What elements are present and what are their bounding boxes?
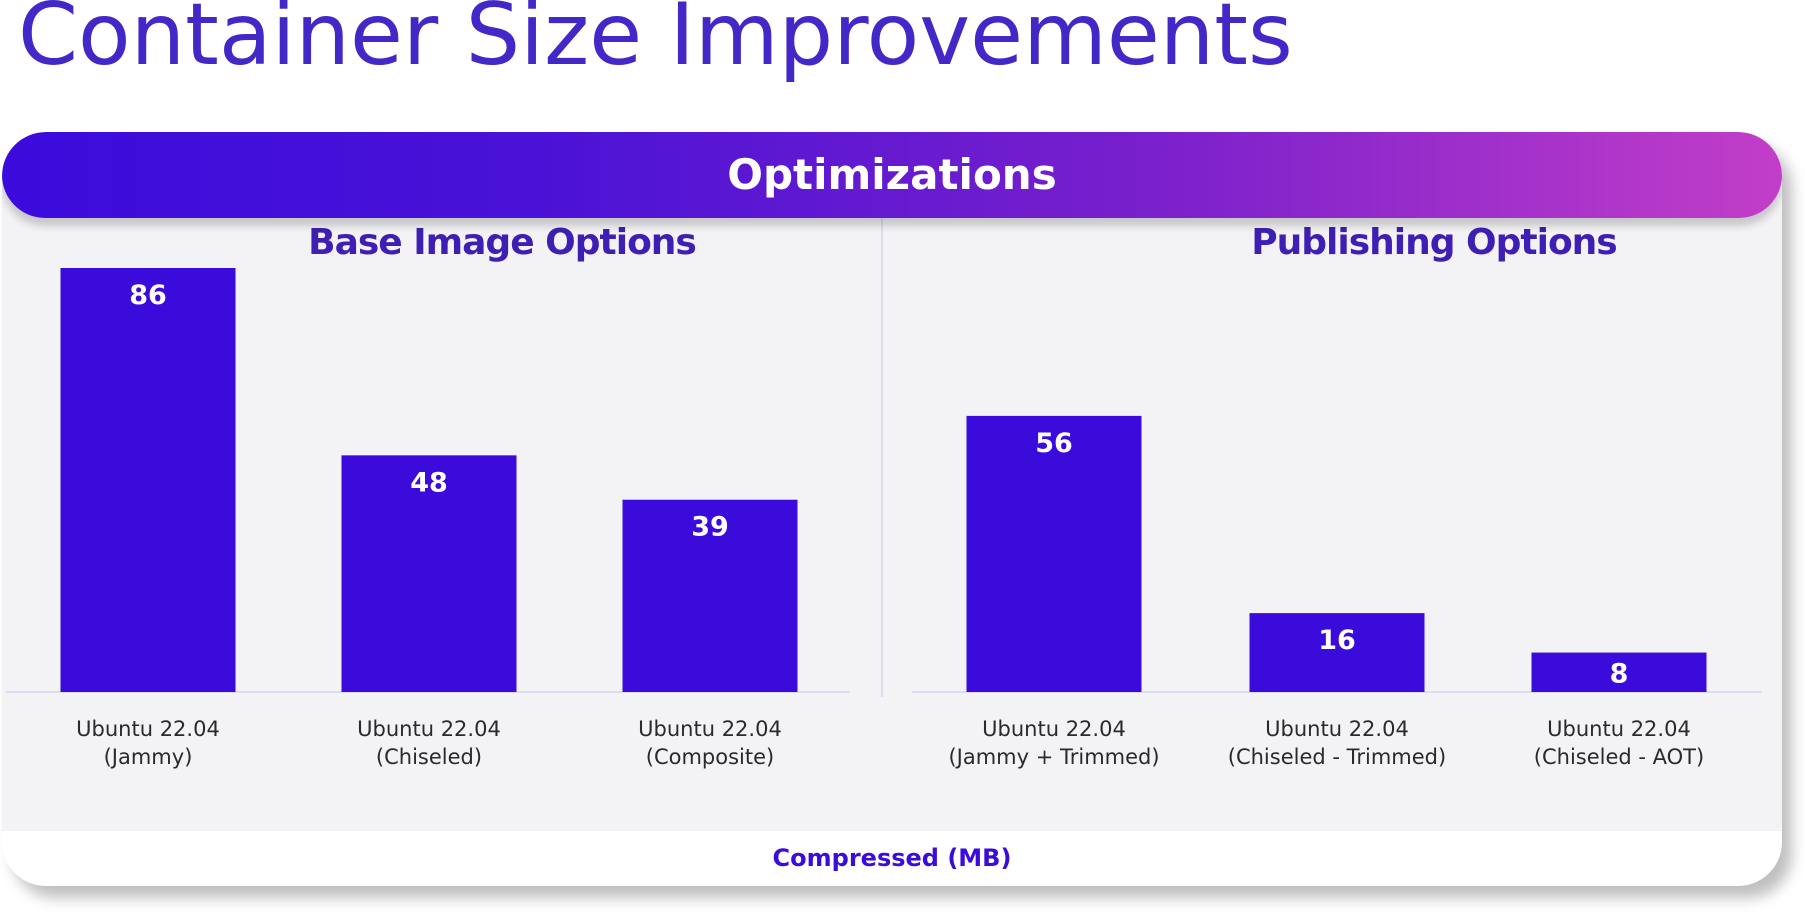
data-label: 8 bbox=[1610, 658, 1629, 689]
tick-label: Ubuntu 22.04 bbox=[982, 717, 1126, 741]
bar bbox=[1249, 613, 1425, 692]
data-label: 86 bbox=[129, 280, 167, 311]
bar-charts: Base Image Options 86 Ubuntu 22.04 (Jammy) 4… bbox=[6, 218, 1762, 769]
tick-label: Ubuntu 22.04 bbox=[638, 717, 782, 741]
tick-label: Ubuntu 22.04 bbox=[1547, 717, 1691, 741]
tick-label: (Chiseled - Trimmed) bbox=[1228, 745, 1446, 769]
page-title: Container Size Improvements bbox=[18, 0, 1293, 85]
footer-measure-label: Compressed (MB) bbox=[772, 844, 1012, 872]
data-label: 39 bbox=[691, 512, 729, 543]
tick-label: Ubuntu 22.04 bbox=[76, 717, 220, 741]
chart-title: Base Image Options bbox=[308, 222, 696, 263]
tick-label: Ubuntu 22.04 bbox=[357, 717, 501, 741]
tick-label: (Chiseled) bbox=[376, 745, 482, 769]
optimizations-banner bbox=[2, 132, 1782, 218]
bar bbox=[966, 415, 1142, 692]
bar bbox=[1531, 652, 1707, 692]
tick-label: (Jammy) bbox=[104, 745, 193, 769]
bar bbox=[60, 268, 236, 692]
banner-title: Optimizations bbox=[727, 150, 1057, 199]
chart-title: Publishing Options bbox=[1251, 222, 1617, 263]
tick-label: (Chiseled - AOT) bbox=[1534, 745, 1704, 769]
chart-panel bbox=[2, 175, 1782, 831]
data-label: 56 bbox=[1035, 428, 1073, 459]
tick-label: (Composite) bbox=[646, 745, 774, 769]
tick-label: (Jammy + Trimmed) bbox=[948, 745, 1159, 769]
bar bbox=[622, 499, 798, 692]
bar bbox=[341, 455, 517, 692]
optimizations-card: Optimizations Base Image Options 86 Ubuntu… bbox=[2, 132, 1782, 886]
data-label: 48 bbox=[410, 467, 448, 498]
data-label: 16 bbox=[1318, 625, 1356, 656]
tick-label: Ubuntu 22.04 bbox=[1265, 717, 1409, 741]
